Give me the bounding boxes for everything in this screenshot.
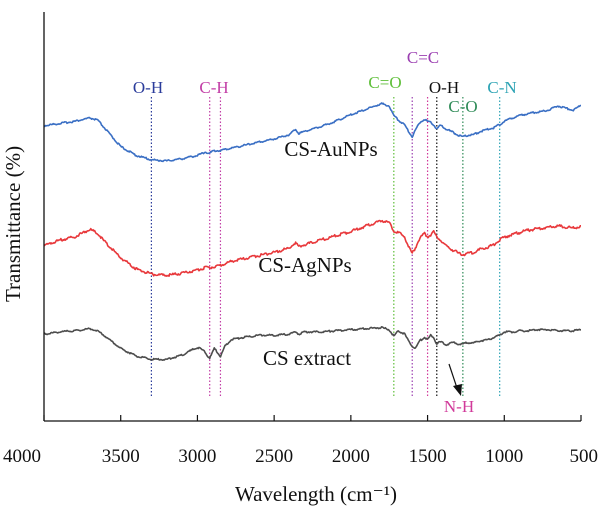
band-label-ch: C-H <box>199 78 228 97</box>
x-tick-label: 3500 <box>102 446 140 467</box>
series-line-cs-agnps <box>43 219 582 277</box>
band-label-co-double: C=O <box>368 73 401 92</box>
band-label-oh-2: O-H <box>429 78 459 97</box>
band-label-cn: C-N <box>487 78 516 97</box>
x-tick-label: 4000 <box>3 446 41 467</box>
series-group <box>43 102 582 362</box>
x-ticks: 4000 3500 3000 2500 2000 1500 1000 500 <box>3 415 598 467</box>
series-label-cs-agnps: CS-AgNPs <box>258 253 351 277</box>
band-labels: O-H C-H C=O C=C O-H C-O C-N N-H <box>133 48 517 416</box>
x-tick-label: 2000 <box>332 446 370 467</box>
x-tick-label: 2500 <box>255 446 293 467</box>
series-labels: CS-AuNPs CS-AgNPs CS extract <box>258 137 377 370</box>
series-line-cs-extract <box>43 326 582 362</box>
nh-arrow <box>448 363 462 396</box>
series-label-cs-extract: CS extract <box>263 346 351 370</box>
band-label-nh: N-H <box>444 397 474 416</box>
band-label-oh: O-H <box>133 78 163 97</box>
x-axis-title: Wavelength (cm⁻¹) <box>235 482 397 506</box>
x-tick-label: 1500 <box>409 446 447 467</box>
x-tick-label: 500 <box>570 446 599 467</box>
x-tick-label: 1000 <box>485 446 523 467</box>
series-label-cs-aunps: CS-AuNPs <box>284 137 377 161</box>
y-axis-title: Transmittance (%) <box>1 146 25 302</box>
axes <box>43 12 581 422</box>
band-label-cc: C=C <box>407 48 439 67</box>
band-label-co-single: C-O <box>448 97 477 116</box>
x-tick-label: 3000 <box>178 446 216 467</box>
series-line-cs-aunps <box>43 102 582 163</box>
